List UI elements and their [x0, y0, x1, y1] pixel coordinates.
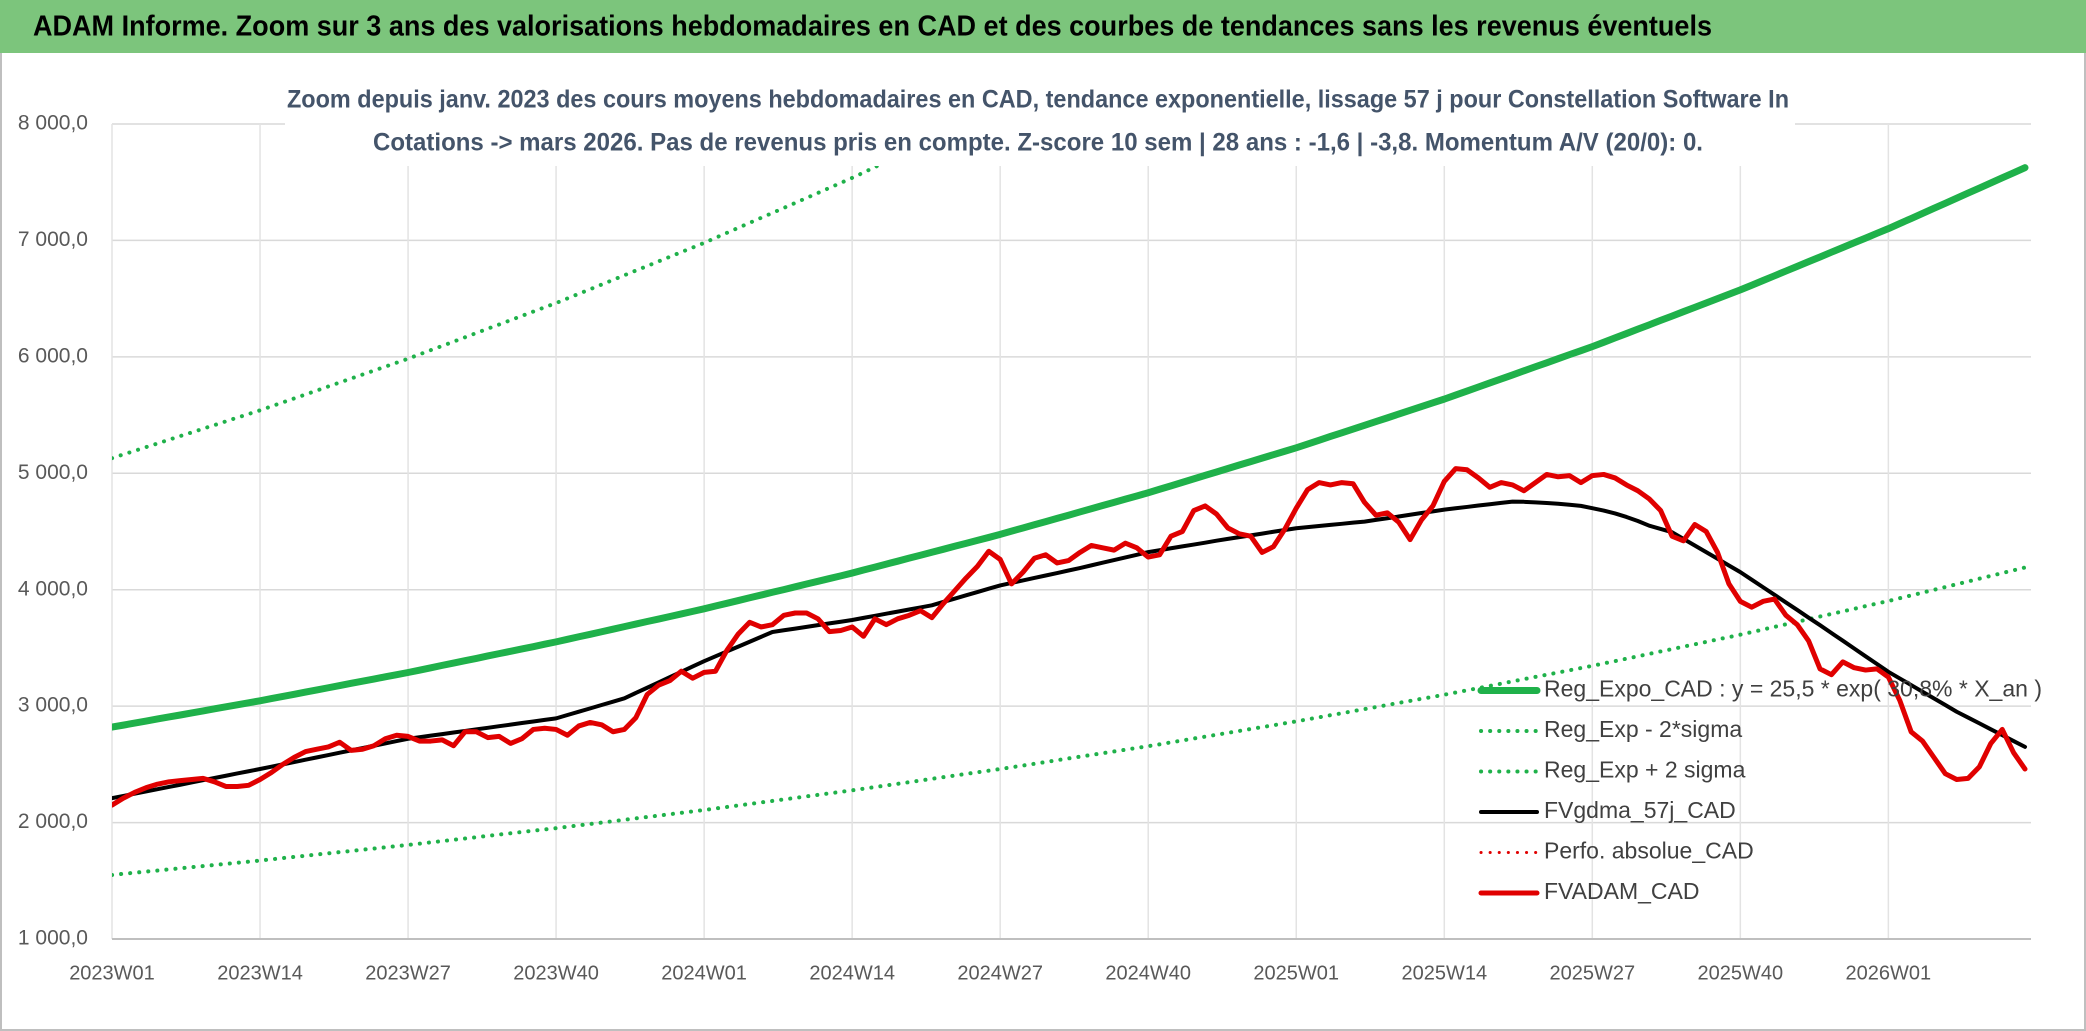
x-tick-label: 2024W40 — [1105, 962, 1191, 984]
series-line — [112, 565, 2027, 877]
x-tick-label: 2025W14 — [1401, 962, 1487, 984]
chart-title: Zoom depuis janv. 2023 des cours moyens … — [287, 86, 1789, 114]
y-tick-label: 8 000,0 — [18, 112, 88, 135]
x-tick-label: 2024W27 — [957, 962, 1043, 984]
x-tick-label: 2025W01 — [1253, 962, 1339, 984]
legend-label: Reg_Exp - 2*sigma — [1544, 716, 1742, 742]
legend-label: FVADAM_CAD — [1544, 878, 1700, 904]
y-tick-label: 4 000,0 — [18, 577, 88, 600]
x-tick-label: 2023W40 — [513, 962, 599, 984]
grid: 1 000,0 2 000,0 3 000,0 4 000,0 5 000,0 6 000… — [18, 112, 2031, 984]
y-tick-label: 2 000,0 — [18, 810, 88, 833]
y-tick-label: 7 000,0 — [18, 228, 88, 251]
chart-subtitle: Cotations -> mars 2026. Pas de revenus p… — [373, 129, 1703, 157]
y-tick-label: 1 000,0 — [18, 927, 88, 950]
x-tick-label: 2023W01 — [69, 962, 155, 984]
x-tick-label: 2023W14 — [217, 962, 303, 984]
header-bar — [0, 0, 2086, 53]
series-line — [112, 127, 957, 461]
y-tick-label: 3 000,0 — [18, 694, 88, 717]
legend: Reg_Expo_CAD : y = 25,5 * exp( 30,8% * X… — [1477, 676, 2042, 904]
header-title: ADAM Informe. Zoom sur 3 ans des valoris… — [33, 11, 1712, 43]
legend-label: Perfo. absolue_CAD — [1544, 838, 1754, 864]
x-tick-label: 2026W01 — [1846, 962, 1932, 984]
series-line — [112, 499, 2027, 801]
title-box — [285, 78, 1795, 166]
legend-label: Reg_Exp + 2 sigma — [1544, 757, 1746, 783]
series-line — [112, 164, 2029, 731]
legend-label: FVgdma_57j_CAD — [1544, 797, 1736, 823]
y-tick-label: 6 000,0 — [18, 344, 88, 367]
plot-lines — [112, 127, 2029, 877]
x-tick-label: 2024W01 — [661, 962, 747, 984]
x-tick-label: 2025W27 — [1549, 962, 1635, 984]
series-line — [112, 466, 2028, 808]
x-tick-label: 2023W27 — [365, 962, 451, 984]
x-tick-label: 2024W14 — [809, 962, 895, 984]
x-tick-label: 2025W40 — [1698, 962, 1784, 984]
y-tick-label: 5 000,0 — [18, 461, 88, 484]
legend-label: Reg_Expo_CAD : y = 25,5 * exp( 30,8% * X… — [1544, 676, 2042, 702]
